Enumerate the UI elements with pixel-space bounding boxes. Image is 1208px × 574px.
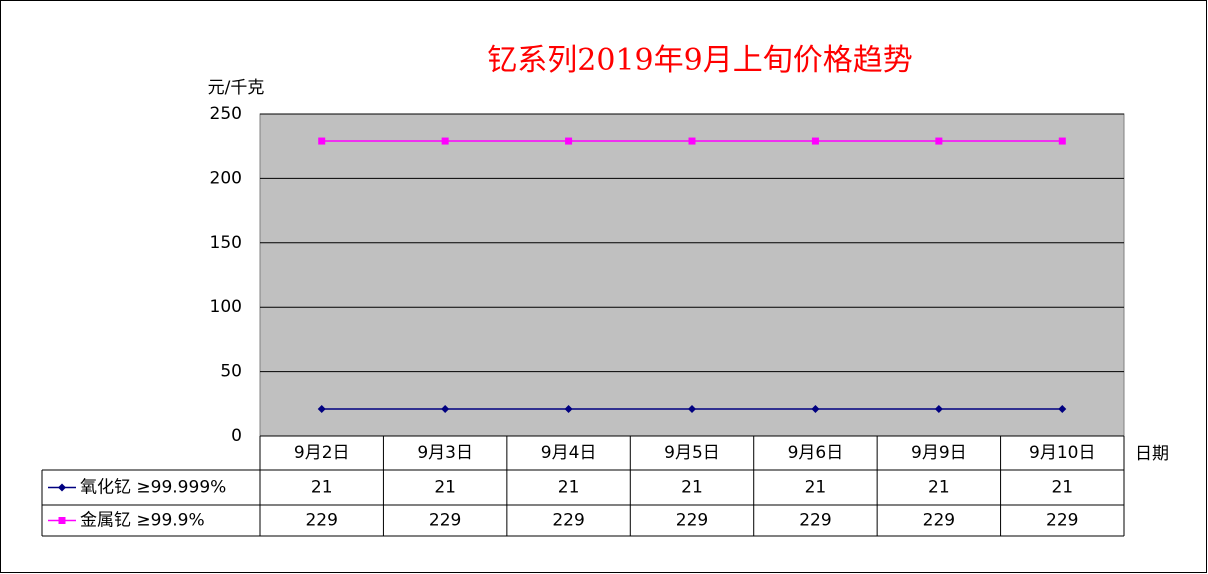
y-tick-label: 200 bbox=[210, 168, 242, 188]
marker bbox=[318, 137, 326, 145]
chart-title: 钇系列2019年9月上旬价格趋势 bbox=[487, 43, 912, 78]
marker bbox=[811, 137, 819, 145]
y-axis-label: 元/千克 bbox=[208, 78, 265, 98]
x-tick-label: 9月6日 bbox=[788, 443, 844, 463]
marker bbox=[688, 137, 696, 145]
marker bbox=[1058, 137, 1066, 145]
x-tick-label: 9月9日 bbox=[911, 443, 967, 463]
y-tick-label: 50 bbox=[220, 362, 242, 382]
marker bbox=[317, 404, 326, 413]
table-value: 229 bbox=[923, 511, 955, 531]
table-value: 21 bbox=[805, 478, 827, 498]
table-value: 21 bbox=[1051, 478, 1073, 498]
table-value: 21 bbox=[681, 478, 703, 498]
x-axis-label: 日期 bbox=[1135, 444, 1169, 464]
marker bbox=[935, 137, 943, 145]
marker bbox=[934, 404, 943, 413]
y-tick-label: 150 bbox=[210, 233, 242, 253]
table-value: 21 bbox=[558, 478, 580, 498]
table-value: 21 bbox=[928, 478, 950, 498]
y-tick-label: 250 bbox=[210, 104, 242, 124]
table-value: 229 bbox=[429, 511, 461, 531]
table-value: 229 bbox=[1046, 511, 1078, 531]
table-value: 229 bbox=[799, 511, 831, 531]
x-tick-label: 9月3日 bbox=[417, 443, 473, 463]
x-tick-label: 9月2日 bbox=[294, 443, 350, 463]
marker bbox=[811, 404, 820, 413]
legend-label: 金属钇 ≥99.9% bbox=[80, 511, 205, 531]
y-tick-label: 100 bbox=[210, 297, 242, 317]
marker bbox=[688, 404, 696, 413]
marker bbox=[441, 137, 449, 145]
table-value: 229 bbox=[552, 511, 584, 531]
x-tick-label: 9月10日 bbox=[1029, 443, 1095, 463]
marker bbox=[58, 483, 66, 492]
plot-area bbox=[259, 113, 1125, 437]
table-value: 21 bbox=[311, 478, 333, 498]
marker bbox=[58, 517, 66, 524]
marker bbox=[564, 404, 573, 413]
legend-label: 氧化钇 ≥99.999% bbox=[80, 478, 226, 498]
x-tick-label: 9月5日 bbox=[664, 443, 720, 463]
marker bbox=[441, 404, 450, 413]
table-value: 229 bbox=[305, 511, 337, 531]
marker bbox=[1058, 404, 1067, 413]
table-value: 229 bbox=[676, 511, 708, 531]
x-tick-label: 9月4日 bbox=[541, 443, 597, 463]
table-value: 21 bbox=[434, 478, 456, 498]
y-tick-label: 0 bbox=[231, 426, 242, 446]
marker bbox=[565, 137, 573, 145]
